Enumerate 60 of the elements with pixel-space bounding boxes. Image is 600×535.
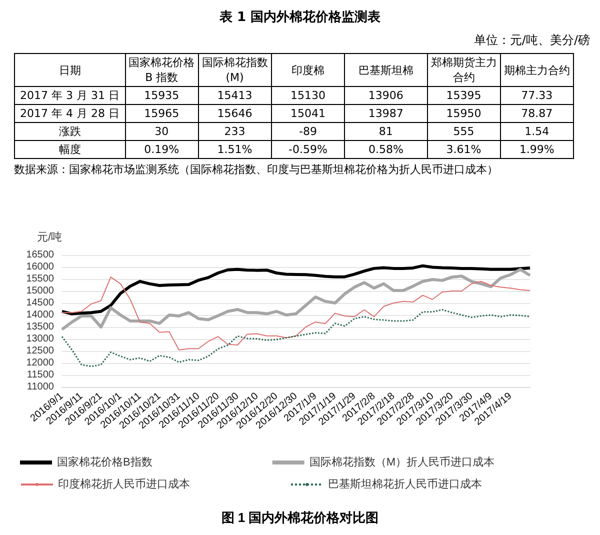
- text: 233: [198, 122, 272, 140]
- y-tick-label: 11500: [26, 370, 54, 380]
- y-tick-label: 15000: [26, 286, 54, 296]
- y-tick-label: 16000: [26, 262, 54, 272]
- line-series: [61, 308, 531, 368]
- line-series: [60, 264, 532, 316]
- y-tick-label: 12500: [26, 346, 54, 356]
- text: 15395: [427, 86, 500, 104]
- y-tick-label: 12000: [26, 358, 54, 368]
- text: 78.87: [500, 104, 574, 122]
- y-tick-label: 14000: [26, 310, 54, 320]
- text: 30: [125, 122, 198, 140]
- text: 图 1 国内外棉花价格对比图: [221, 510, 379, 525]
- text: 期棉主力合约: [500, 54, 574, 86]
- source-note: 数据来源：国家棉花市场监测系统（国际棉花指数、印度与巴基斯坦棉花价格为折人民币进口成本）: [14, 162, 499, 177]
- legend-label: 国际棉花指数（M）折人民币进口成本: [309, 456, 495, 468]
- line-series: [60, 268, 532, 331]
- legend-label: 印度棉花折人民币进口成本: [58, 478, 190, 490]
- text: 0.19%: [125, 140, 198, 158]
- text: 幅度: [14, 140, 126, 158]
- legend-label: 国家棉花价格B指数: [57, 456, 152, 468]
- text: 15413: [198, 86, 272, 104]
- text: 1.54: [500, 122, 574, 140]
- text: 国家棉花价格 B 指数: [125, 54, 198, 86]
- text: 77.33: [500, 86, 574, 104]
- text: 2017 年 3 月 31 日: [14, 86, 126, 104]
- y-tick-label: 14500: [26, 298, 54, 308]
- text: 81: [344, 122, 428, 140]
- y-tick-label: 13000: [26, 334, 54, 344]
- y-axis-title: 元/吨: [36, 230, 62, 244]
- text: 单位：元/吨、美分/磅: [472, 32, 590, 49]
- text: 国际棉花指数(M): [198, 54, 272, 86]
- text: 13906: [344, 86, 428, 104]
- text: 15130: [271, 86, 345, 104]
- line-series: [62, 276, 530, 351]
- text: 巴基斯坦棉: [344, 54, 428, 86]
- text: 日期: [14, 54, 126, 86]
- text: 13987: [344, 104, 428, 122]
- y-tick-label: 16500: [26, 250, 54, 260]
- text: 15965: [125, 104, 198, 122]
- text: 15646: [198, 104, 272, 122]
- text: -89: [271, 122, 345, 140]
- text: 1.51%: [198, 140, 272, 158]
- text: 涨跌: [14, 122, 126, 140]
- text: 15950: [427, 104, 500, 122]
- y-tick-label: 15500: [26, 274, 54, 284]
- y-tick-label: 13500: [26, 322, 54, 332]
- text: 555: [427, 122, 500, 140]
- y-tick-label: 11000: [26, 382, 54, 392]
- text: 2017 年 4 月 28 日: [14, 104, 126, 122]
- text: 表 1 国内外棉花价格监测表: [218, 9, 382, 26]
- legend-label: 巴基斯坦棉花折人民币进口成本: [328, 478, 482, 490]
- text: -0.59%: [271, 140, 345, 158]
- text: 印度棉: [271, 54, 345, 86]
- text: 1.99%: [500, 140, 574, 158]
- text: 0.58%: [344, 140, 428, 158]
- text: 郑棉期货主力合约: [427, 54, 500, 86]
- text: 15041: [271, 104, 345, 122]
- text: 15935: [125, 86, 198, 104]
- text: 3.61%: [427, 140, 500, 158]
